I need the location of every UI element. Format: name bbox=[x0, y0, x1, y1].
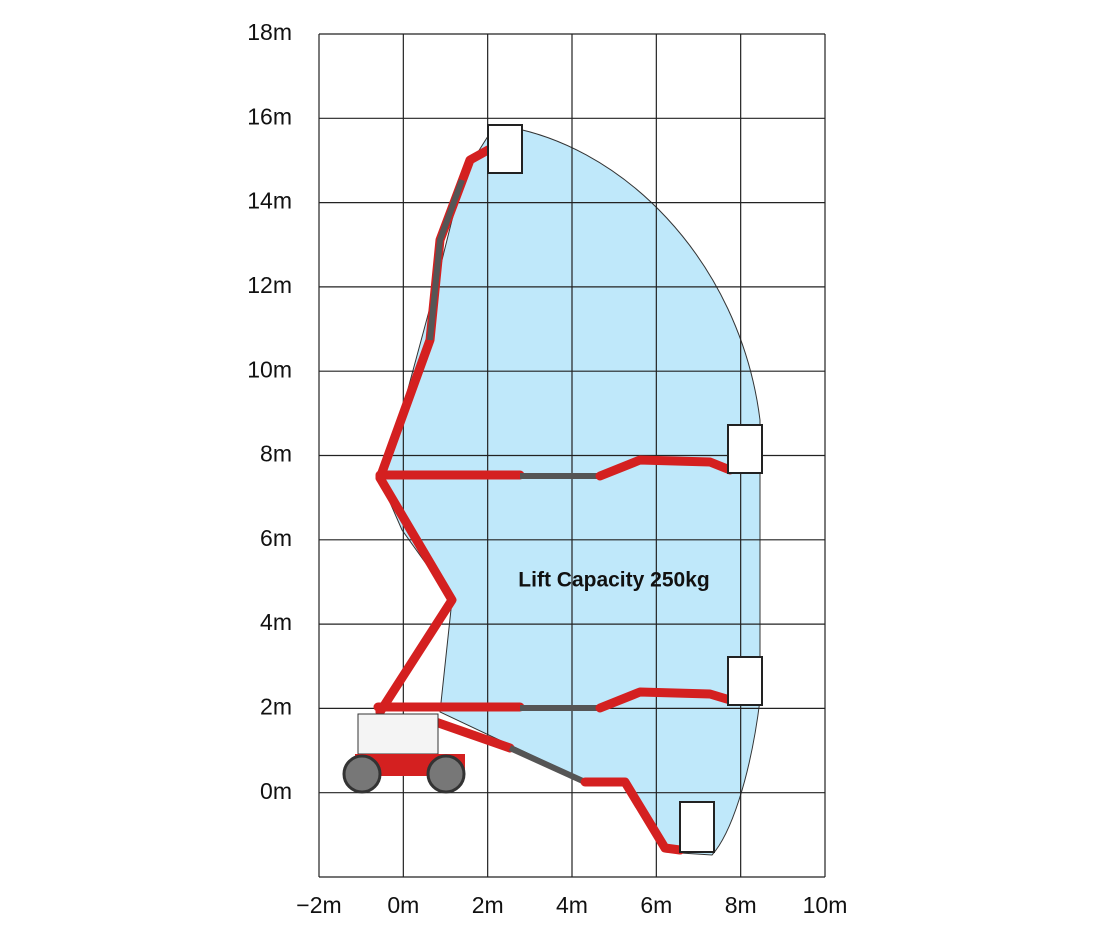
boom-top-tele bbox=[427, 178, 465, 341]
boom-mid bbox=[375, 470, 525, 483]
boom-down bbox=[425, 715, 515, 753]
wheel bbox=[342, 754, 382, 794]
x-tick-label: 8m bbox=[725, 892, 757, 918]
y-tick-label: 6m bbox=[260, 525, 292, 551]
y-tick-label: 2m bbox=[260, 693, 292, 719]
x-tick-label: 2m bbox=[472, 892, 504, 918]
machine bbox=[342, 124, 763, 855]
capacity-annotation: Lift Capacity 250kg bbox=[518, 569, 709, 592]
x-tick-label: −2m bbox=[296, 892, 341, 918]
y-tick-label: 4m bbox=[260, 609, 292, 635]
y-tick-label: 14m bbox=[247, 188, 292, 214]
cage-mid bbox=[727, 424, 763, 474]
cage-down bbox=[679, 801, 715, 853]
y-tick-label: 16m bbox=[247, 103, 292, 129]
y-tick-label: 12m bbox=[247, 272, 292, 298]
boom-low-jib bbox=[595, 687, 735, 713]
x-tick-label: 0m bbox=[387, 892, 419, 918]
y-tick-label: 0m bbox=[260, 778, 292, 804]
x-tick-label: 6m bbox=[640, 892, 672, 918]
y-tick-label: 10m bbox=[247, 356, 292, 382]
x-tick-label: 4m bbox=[556, 892, 588, 918]
x-tick-label: 10m bbox=[803, 892, 848, 918]
cage-top bbox=[487, 124, 523, 174]
chassis-body bbox=[357, 713, 439, 755]
boom-down-jib bbox=[580, 777, 685, 855]
boom-mid-jib bbox=[595, 455, 735, 481]
y-tick-label: 8m bbox=[260, 441, 292, 467]
cage-low bbox=[727, 656, 763, 706]
wheel bbox=[426, 754, 466, 794]
y-tick-label: 18m bbox=[247, 19, 292, 45]
boom-down-tele bbox=[508, 745, 587, 785]
